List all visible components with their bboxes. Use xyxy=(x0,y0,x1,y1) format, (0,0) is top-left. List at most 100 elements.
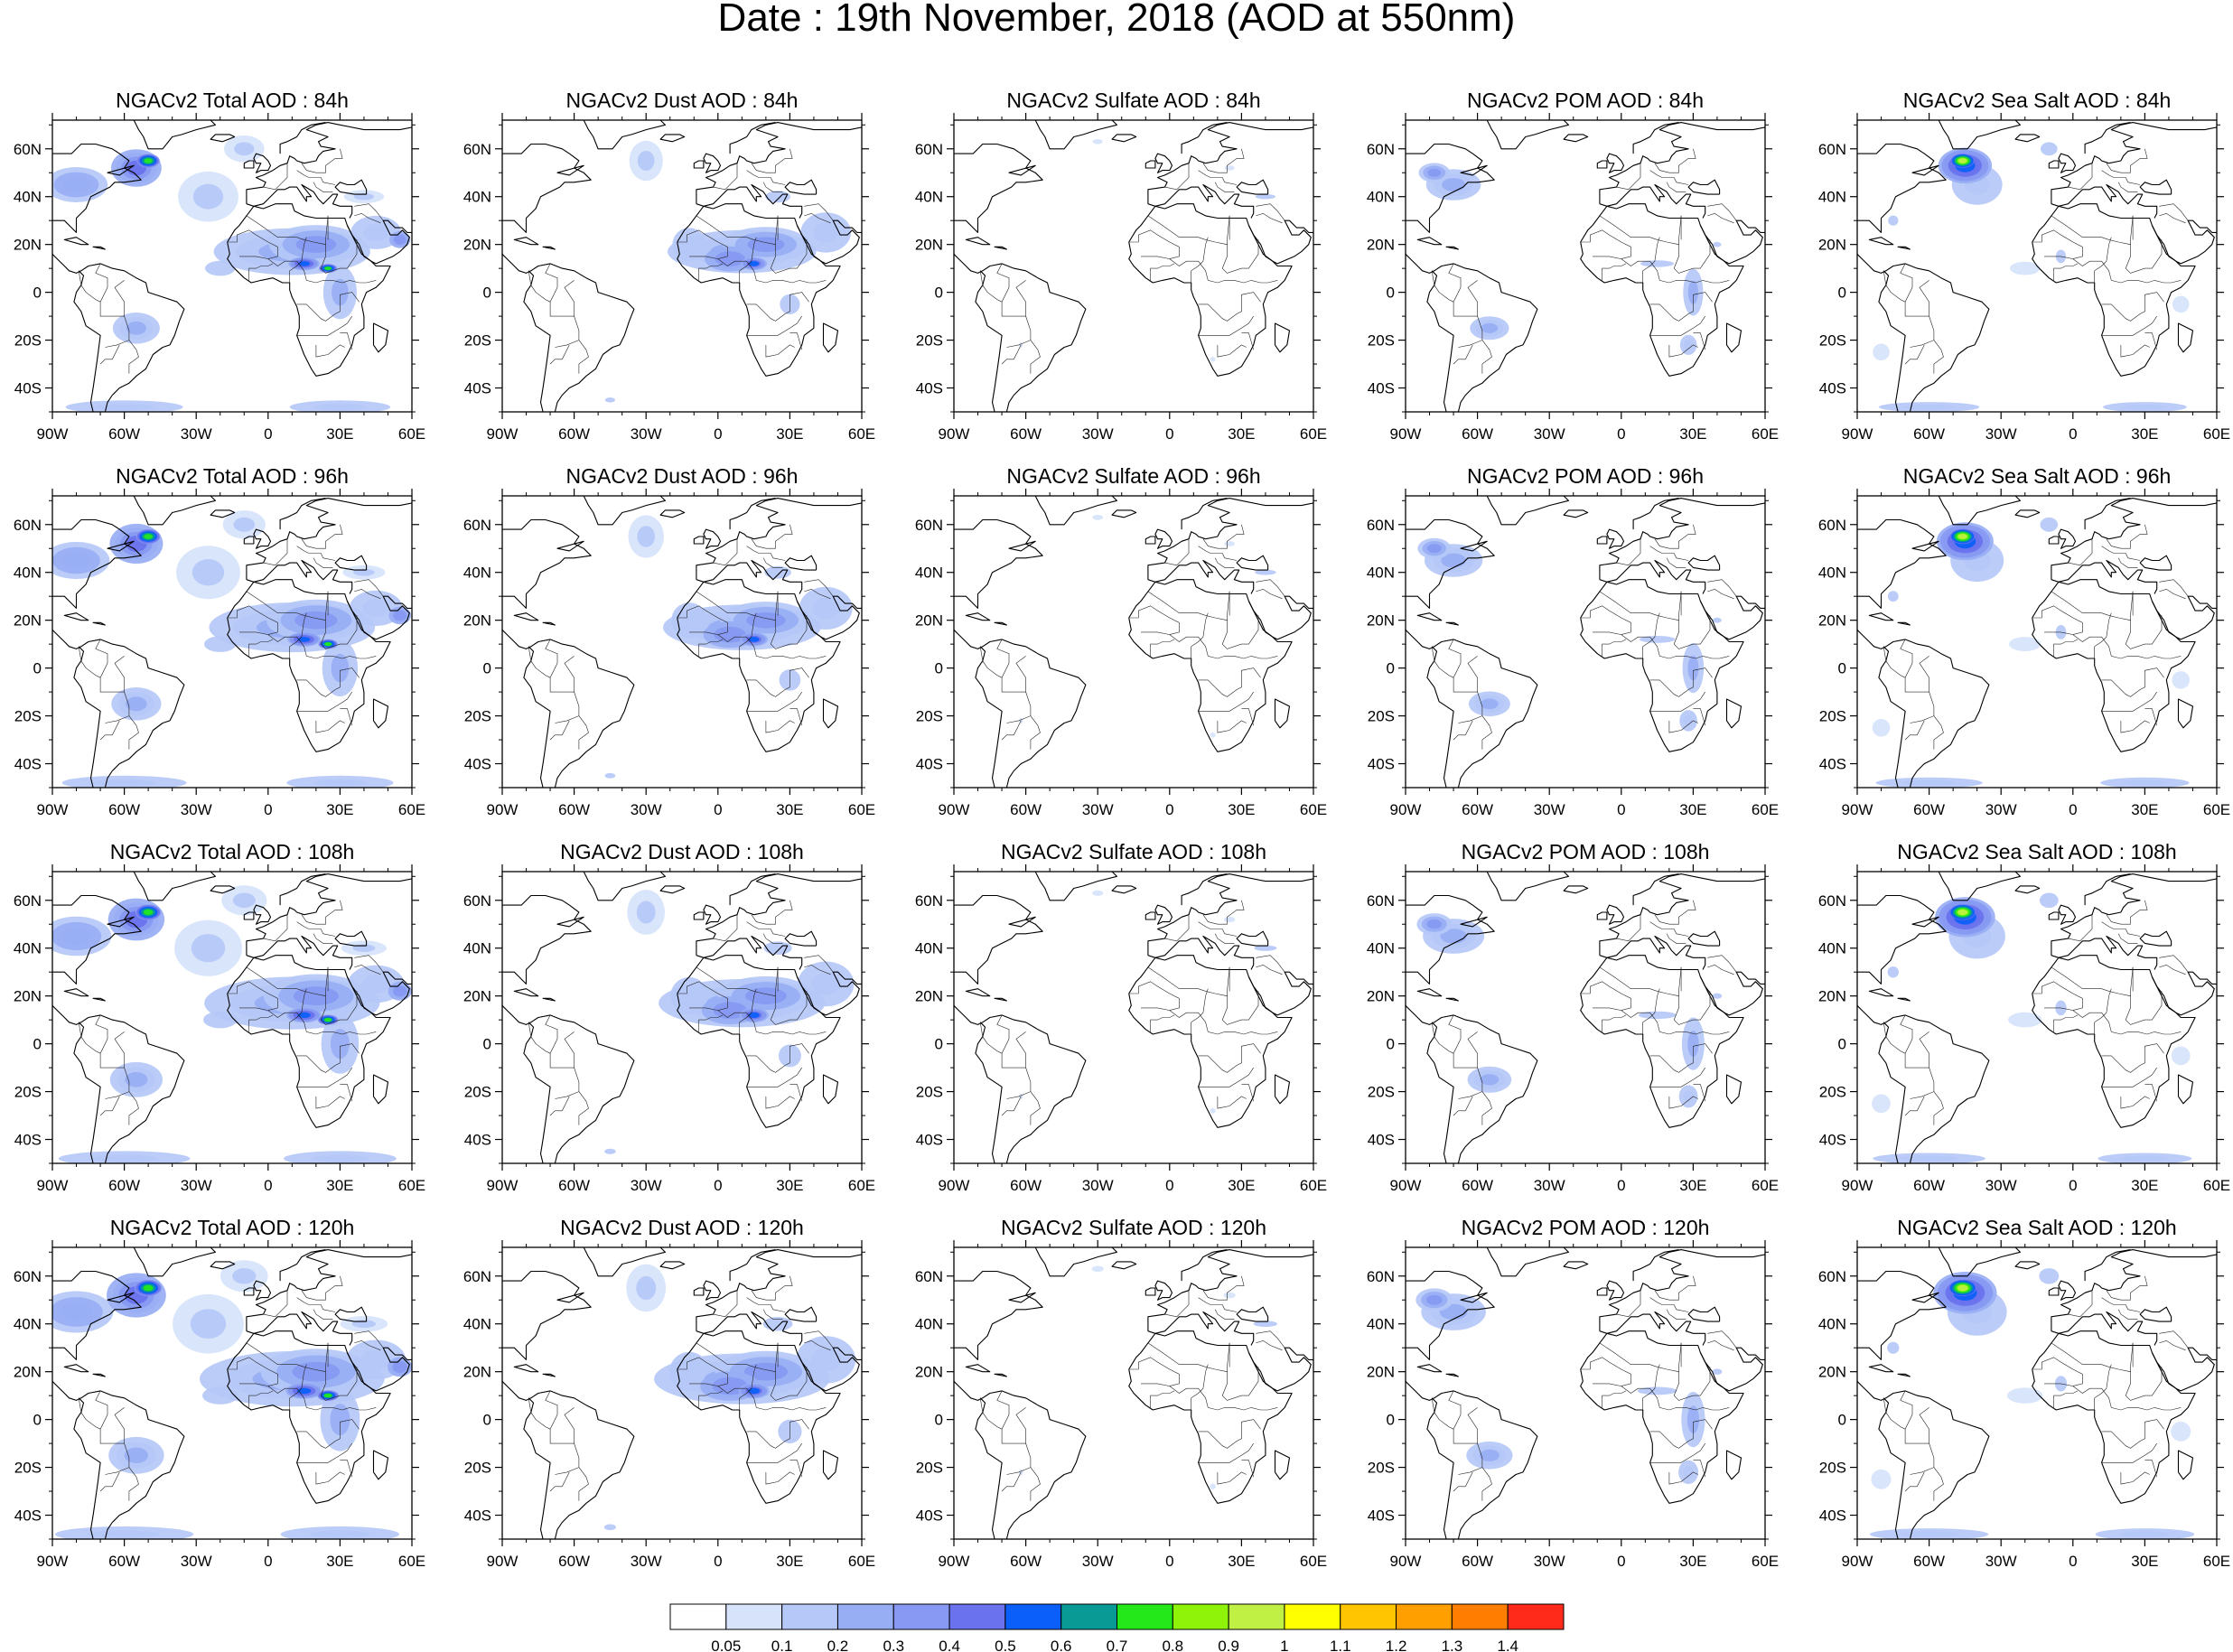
country-borders xyxy=(1883,900,2189,1125)
x-tick-label: 90W xyxy=(939,801,970,818)
x-tick-label: 30E xyxy=(1679,1553,1706,1570)
y-tick-label: 60N xyxy=(463,892,491,910)
y-tick-label: 60N xyxy=(1818,141,1846,158)
y-tick-label: 0 xyxy=(1387,285,1395,302)
y-tick-label: 20N xyxy=(463,612,491,630)
x-tick-label: 30E xyxy=(1679,801,1706,818)
panel-title: NGACv2 Sea Salt AOD : 84h xyxy=(1903,89,2172,112)
aerosol-field xyxy=(52,872,412,1163)
panel-frame xyxy=(51,495,413,789)
country-borders xyxy=(1431,900,1737,1125)
y-tick-label: 20S xyxy=(1368,332,1395,350)
y-tick-label: 20N xyxy=(14,988,42,1005)
x-tick-label: 30E xyxy=(1228,1553,1255,1570)
y-tick-label: 20S xyxy=(14,708,42,725)
x-tick-label: 30W xyxy=(1082,1553,1114,1570)
y-tick-label: 0 xyxy=(935,1036,943,1053)
y-tick-label: 40N xyxy=(1818,189,1846,206)
y-tick-label: 40S xyxy=(1368,1132,1395,1149)
y-tick-label: 20S xyxy=(464,1460,491,1477)
panel-frame xyxy=(1856,871,2218,1164)
x-tick-label: 0 xyxy=(1165,1177,1173,1194)
coastlines xyxy=(954,120,1313,412)
coastlines xyxy=(52,1247,412,1539)
x-tick-label: 60E xyxy=(848,801,875,818)
panel-frame xyxy=(1405,871,1766,1164)
panel-frame xyxy=(501,495,863,789)
panel-frame xyxy=(51,119,413,413)
map-panel-5: NGACv2 Sea Salt AOD : 84h 90W 60W 30W 0 30E 60… xyxy=(1818,89,2230,443)
y-tick-label: 60N xyxy=(1367,1268,1395,1285)
panel-title: NGACv2 Sea Salt AOD : 120h xyxy=(1897,1216,2176,1239)
aerosol-field xyxy=(1857,1247,2217,1539)
country-borders xyxy=(78,900,384,1125)
y-tick-label: 40N xyxy=(1818,1316,1846,1333)
x-tick-label: 30W xyxy=(181,1177,212,1194)
panel-title: NGACv2 Sea Salt AOD : 96h xyxy=(1903,464,2172,488)
x-tick-label: 60E xyxy=(848,1177,875,1194)
y-tick-label: 0 xyxy=(1387,1412,1395,1429)
panel-frame xyxy=(51,1246,413,1540)
coastlines xyxy=(954,872,1313,1163)
y-tick-label: 20S xyxy=(916,1084,943,1101)
y-tick-label: 60N xyxy=(463,141,491,158)
y-tick-label: 40N xyxy=(463,189,491,206)
x-tick-label: 60W xyxy=(1913,1553,1945,1570)
x-tick-label: 60E xyxy=(848,425,875,443)
y-tick-label: 20N xyxy=(915,612,943,630)
panel-frame xyxy=(953,871,1314,1164)
x-tick-label: 30E xyxy=(1679,1177,1706,1194)
x-tick-label: 60W xyxy=(108,1553,140,1570)
country-borders xyxy=(1883,148,2189,374)
country-borders xyxy=(78,1275,384,1501)
x-tick-label: 90W xyxy=(1390,425,1422,443)
y-tick-label: 20S xyxy=(1368,1460,1395,1477)
y-tick-label: 40N xyxy=(915,940,943,957)
x-tick-label: 30W xyxy=(631,1177,662,1194)
y-tick-label: 40S xyxy=(1368,380,1395,397)
y-tick-label: 0 xyxy=(483,660,491,677)
x-tick-label: 60E xyxy=(398,425,425,443)
x-tick-label: 90W xyxy=(939,1177,970,1194)
x-tick-label: 0 xyxy=(1617,1553,1625,1570)
y-tick-label: 20N xyxy=(1367,988,1395,1005)
y-tick-label: 40S xyxy=(916,1132,943,1149)
coastlines xyxy=(1857,872,2217,1163)
x-tick-label: 60W xyxy=(558,425,590,443)
x-tick-label: 60E xyxy=(1300,1177,1327,1194)
x-tick-label: 30W xyxy=(1985,1553,2017,1570)
x-tick-label: 30E xyxy=(1228,425,1255,443)
x-tick-label: 30E xyxy=(2131,1177,2158,1194)
x-tick-label: 30E xyxy=(326,1553,353,1570)
x-tick-label: 30E xyxy=(326,801,353,818)
map-panel-6: NGACv2 Total AOD : 96h 90W 60W 30W 0 30E 60E 60… xyxy=(14,464,425,818)
y-tick-label: 60N xyxy=(463,517,491,534)
x-tick-label: 60E xyxy=(398,1177,425,1194)
x-tick-label: 30W xyxy=(1985,425,2017,443)
x-tick-label: 90W xyxy=(487,1553,519,1570)
y-tick-label: 40S xyxy=(14,380,42,397)
y-tick-label: 60N xyxy=(14,517,42,534)
y-tick-label: 40S xyxy=(1819,380,1846,397)
y-tick-label: 20S xyxy=(916,708,943,725)
coastlines xyxy=(52,496,412,788)
y-tick-label: 20S xyxy=(464,332,491,350)
y-tick-label: 40S xyxy=(1368,756,1395,773)
y-tick-label: 20S xyxy=(14,1460,42,1477)
y-tick-label: 20N xyxy=(915,237,943,254)
panel-title: NGACv2 Sulfate AOD : 96h xyxy=(1006,464,1260,488)
x-tick-label: 30E xyxy=(776,801,803,818)
coastlines xyxy=(954,496,1313,788)
panel-title: NGACv2 POM AOD : 84h xyxy=(1467,89,1704,112)
y-tick-label: 0 xyxy=(1387,660,1395,677)
x-tick-label: 60E xyxy=(1752,1177,1779,1194)
x-tick-label: 0 xyxy=(1617,425,1625,443)
y-tick-label: 60N xyxy=(915,1268,943,1285)
panel-title: NGACv2 Sulfate AOD : 84h xyxy=(1006,89,1260,112)
y-tick-label: 40N xyxy=(1367,565,1395,582)
map-panel-17: NGACv2 Dust AOD : 120h 90W 60W 30W 0 30E 60E 60… xyxy=(463,1216,875,1570)
x-tick-label: 30E xyxy=(776,425,803,443)
panel-frame xyxy=(501,871,863,1164)
x-tick-label: 60W xyxy=(558,801,590,818)
x-tick-label: 0 xyxy=(264,425,272,443)
